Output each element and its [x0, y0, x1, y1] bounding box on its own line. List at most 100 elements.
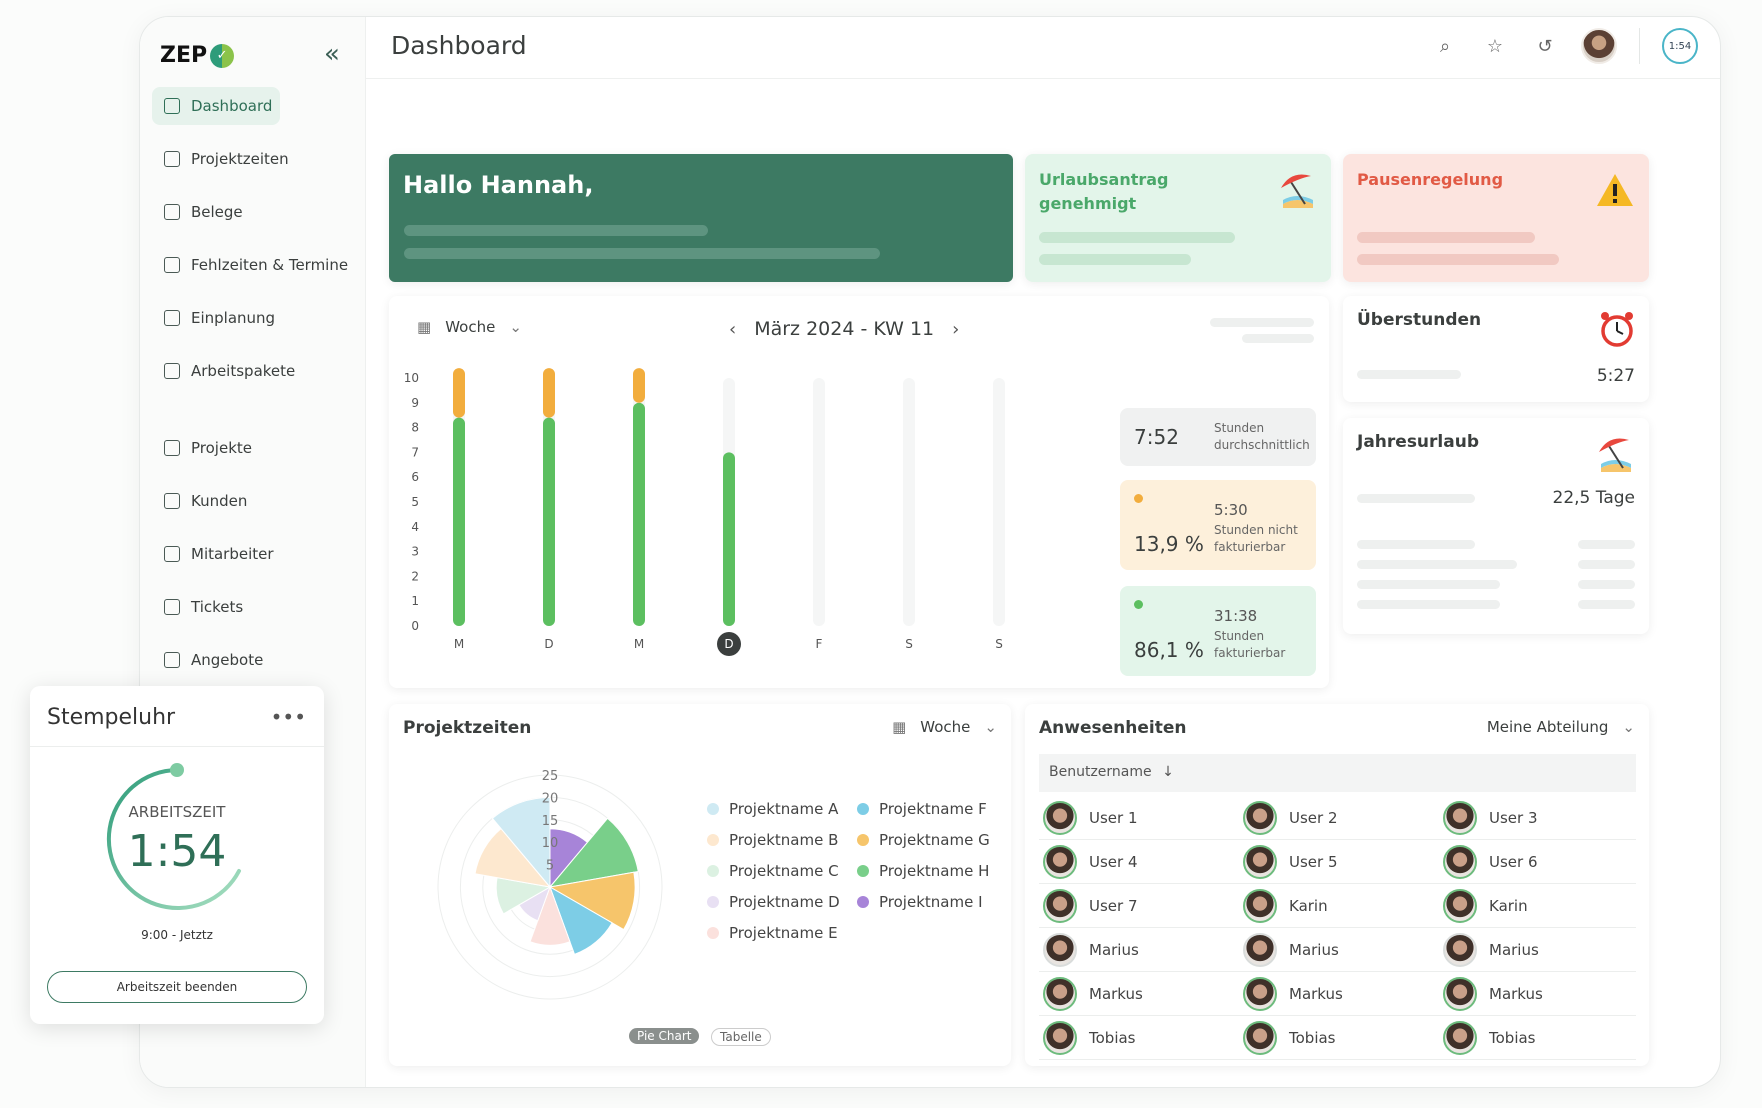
x-tick-label[interactable]: D: [544, 637, 553, 651]
user-row[interactable]: User 5: [1239, 840, 1439, 884]
alert-pause[interactable]: Pausenregelung: [1343, 154, 1649, 282]
legend-item[interactable]: Projektname B: [707, 831, 857, 849]
user-avatar: [1443, 844, 1477, 879]
calendar-icon: ▦: [417, 318, 432, 336]
annual-leave-card[interactable]: Jahresurlaub 22,5 Tage: [1343, 418, 1649, 634]
x-tick-label[interactable]: M: [634, 637, 644, 651]
page-title: Dashboard: [391, 31, 527, 60]
timer-badge[interactable]: 1:54: [1662, 28, 1698, 64]
user-row[interactable]: User 7: [1039, 884, 1239, 928]
legend-item[interactable]: Projektname C: [707, 862, 857, 880]
overtime-card[interactable]: Überstunden 5:27: [1343, 296, 1649, 402]
user-row[interactable]: Markus: [1239, 972, 1439, 1016]
pie-slice[interactable]: [491, 796, 551, 889]
sidebar-item-projekte[interactable]: Projekte: [152, 429, 362, 467]
placeholder-line: [1578, 600, 1635, 609]
next-week-icon[interactable]: ›: [952, 318, 960, 340]
table-toggle[interactable]: Tabelle: [711, 1028, 771, 1046]
alert-urlaub[interactable]: Urlaubsantrag genehmigt: [1025, 154, 1331, 282]
work-time-label: ARBEITSZEIT: [128, 803, 226, 821]
user-row[interactable]: User 3: [1439, 796, 1636, 840]
week-period-select[interactable]: ▦ Woche ⌄: [417, 318, 522, 336]
user-avatar: [1043, 932, 1077, 967]
sidebar-item-mitarbeiter[interactable]: Mitarbeiter: [152, 535, 362, 573]
bar-segment: [723, 452, 735, 626]
collapse-sidebar-icon[interactable]: «: [324, 39, 340, 69]
department-filter-label: Meine Abteilung: [1486, 718, 1609, 736]
user-avatar[interactable]: [1581, 28, 1617, 64]
customer-card-icon: [164, 493, 180, 509]
topbar-actions: ⌕ ☆ ↺ 1:54: [1431, 28, 1698, 64]
legend-item[interactable]: Projektname I: [857, 893, 1007, 911]
user-name: Tobias: [1489, 1028, 1536, 1047]
sidebar-item-dashboard[interactable]: Dashboard: [152, 87, 280, 125]
department-filter-select[interactable]: Meine Abteilung ⌄: [1487, 718, 1635, 736]
sidebar-item-tickets[interactable]: Tickets: [152, 588, 362, 626]
legend-item[interactable]: Projektname H: [857, 862, 1007, 880]
sidebar-item-angebote[interactable]: Angebote: [152, 641, 362, 679]
user-name: Markus: [1289, 984, 1343, 1003]
end-work-time-button[interactable]: Arbeitszeit beenden: [47, 971, 307, 1003]
y-tick-label: 4: [411, 520, 419, 534]
user-row[interactable]: User 1: [1039, 796, 1239, 840]
user-row[interactable]: Markus: [1039, 972, 1239, 1016]
user-row[interactable]: Tobias: [1439, 1016, 1636, 1060]
table-header[interactable]: Benutzername ↓: [1039, 754, 1636, 792]
user-row[interactable]: Marius: [1439, 928, 1636, 972]
x-tick-label[interactable]: M: [454, 637, 464, 651]
sidebar-item-kunden[interactable]: Kunden: [152, 482, 362, 520]
sidebar-item-arbeitspakete[interactable]: Arbeitspakete: [152, 352, 362, 390]
logo-check-icon: ✓: [210, 43, 235, 68]
legend-item[interactable]: Projektname A: [707, 800, 857, 818]
user-row[interactable]: Tobias: [1239, 1016, 1439, 1060]
placeholder-line: [1242, 334, 1314, 343]
user-avatar: [1043, 800, 1077, 835]
star-icon[interactable]: ☆: [1486, 35, 1504, 57]
legend-item[interactable]: Projektname D: [707, 893, 857, 911]
x-tick-label[interactable]: S: [905, 637, 913, 651]
week-title: März 2024 - KW 11: [754, 318, 935, 340]
legend-swatch: [707, 803, 719, 815]
x-tick-label[interactable]: D: [724, 637, 733, 651]
user-row[interactable]: User 6: [1439, 840, 1636, 884]
legend-item[interactable]: Projektname G: [857, 831, 1007, 849]
pie-slice[interactable]: [548, 871, 636, 931]
team-icon: [164, 546, 180, 562]
sidebar-item-belege[interactable]: Belege: [152, 193, 362, 231]
history-icon[interactable]: ↺: [1537, 35, 1553, 57]
x-tick-label[interactable]: F: [816, 637, 823, 651]
x-tick-label[interactable]: S: [995, 637, 1003, 651]
time-clock-title: Stempeluhr: [47, 705, 176, 730]
user-row[interactable]: Markus: [1439, 972, 1636, 1016]
stat-average: 7:52 Stunden durchschnittlich: [1120, 408, 1316, 466]
legend-item[interactable]: Projektname F: [857, 800, 1007, 818]
more-options-icon[interactable]: •••: [270, 705, 306, 729]
plan-icon: [164, 310, 180, 326]
placeholder-line: [1357, 540, 1475, 549]
pie-slice[interactable]: [549, 885, 613, 955]
legend-item[interactable]: Projektname E: [707, 924, 857, 942]
status-dot: [1134, 600, 1143, 609]
pie-slice[interactable]: [548, 817, 639, 888]
bar-track: [903, 378, 915, 626]
sidebar-item-einplanung[interactable]: Einplanung: [152, 299, 362, 337]
search-icon[interactable]: ⌕: [1439, 35, 1451, 57]
user-row[interactable]: Karin: [1439, 884, 1636, 928]
project-times-period-select[interactable]: ▦ Woche ⌄: [892, 718, 997, 736]
greeting-text: Hallo Hannah,: [403, 171, 594, 199]
user-avatar: [1043, 844, 1077, 879]
pie-slice[interactable]: [529, 885, 571, 946]
user-row[interactable]: Karin: [1239, 884, 1439, 928]
user-row[interactable]: Tobias: [1039, 1016, 1239, 1060]
sidebar-item-projektzeiten[interactable]: Projektzeiten: [152, 140, 362, 178]
user-row[interactable]: Marius: [1039, 928, 1239, 972]
logo[interactable]: ZEP ✓: [160, 43, 235, 68]
divider: [1639, 28, 1640, 64]
prev-week-icon[interactable]: ‹: [729, 318, 737, 340]
user-row[interactable]: Marius: [1239, 928, 1439, 972]
user-row[interactable]: User 2: [1239, 796, 1439, 840]
user-row[interactable]: User 4: [1039, 840, 1239, 884]
sidebar-item-fehlzeiten[interactable]: Fehlzeiten & Termine: [152, 246, 362, 284]
pie-chart-toggle[interactable]: Pie Chart: [629, 1028, 700, 1044]
placeholder-line: [1039, 232, 1235, 243]
